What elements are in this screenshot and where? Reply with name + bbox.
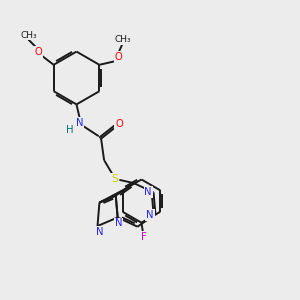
Text: N: N <box>76 118 83 128</box>
Text: S: S <box>111 174 118 184</box>
Text: N: N <box>144 187 152 197</box>
Text: N: N <box>96 227 104 237</box>
Text: H: H <box>66 124 74 135</box>
Text: N: N <box>146 210 154 220</box>
Text: O: O <box>34 47 42 57</box>
Text: O: O <box>115 52 122 62</box>
Text: CH₃: CH₃ <box>114 35 131 44</box>
Text: CH₃: CH₃ <box>20 31 37 40</box>
Text: F: F <box>141 232 147 242</box>
Text: O: O <box>115 119 123 129</box>
Text: N: N <box>115 218 122 229</box>
